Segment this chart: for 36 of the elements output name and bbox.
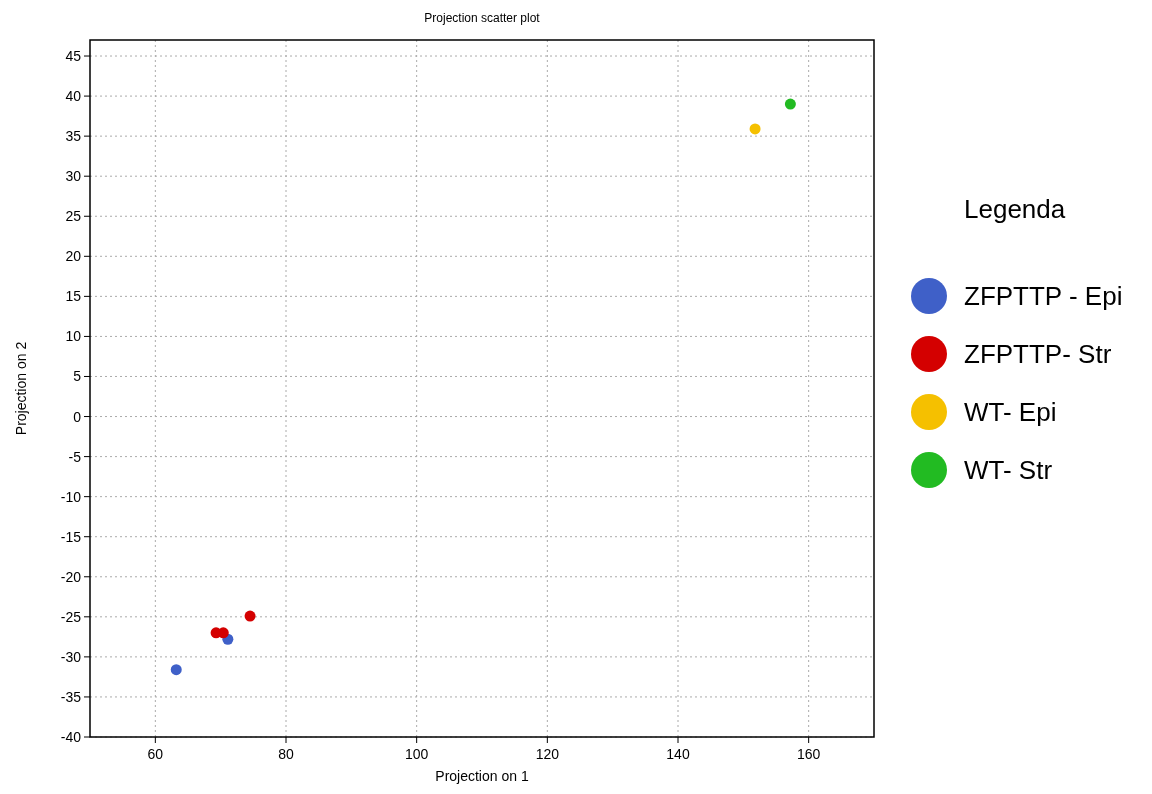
x-tick-label: 140	[666, 746, 690, 762]
legend-label: ZFPTTP - Epi	[964, 281, 1123, 311]
y-tick-label: -10	[60, 488, 82, 505]
y-tick-label: -40	[60, 729, 82, 745]
y-tick-label: 15	[65, 288, 82, 305]
point	[170, 664, 182, 676]
y-tick-label: -25	[60, 608, 82, 625]
y-tick-label: 40	[65, 88, 82, 105]
point	[749, 123, 761, 135]
x-tick-label: 160	[796, 746, 821, 762]
legend-label: WT- Epi	[964, 397, 1057, 427]
y-tick-label: -30	[60, 648, 82, 665]
y-tick-label: 10	[65, 328, 82, 345]
y-tick-label: 20	[65, 248, 82, 265]
point	[784, 98, 796, 110]
x-tick-label: 120	[535, 746, 560, 762]
y-tick-label: 45	[65, 48, 82, 65]
x-tick-label: 80	[278, 746, 294, 762]
x-axis-title: Projection on 1	[435, 768, 529, 784]
legend-title: Legenda	[964, 194, 1066, 224]
y-tick-label: 25	[65, 208, 82, 225]
chart-title: Projection scatter plot	[424, 11, 541, 25]
legend-label: ZFPTTP- Str	[964, 339, 1112, 369]
y-tick-label: -15	[60, 528, 82, 545]
y-tick-label: 5	[73, 368, 82, 385]
y-tick-label: -20	[60, 568, 82, 585]
point	[244, 610, 256, 622]
legend-label: WT- Str	[964, 455, 1053, 485]
x-tick-label: 60	[147, 746, 164, 762]
y-tick-label: 35	[65, 128, 82, 145]
y-tick-label: -5	[68, 448, 82, 465]
y-tick-label: -35	[60, 688, 82, 705]
y-axis-title: Projection on 2	[13, 341, 29, 436]
y-tick-label: 0	[73, 408, 82, 425]
x-tick-label: 100	[404, 746, 429, 762]
y-tick-label: 30	[65, 168, 82, 185]
